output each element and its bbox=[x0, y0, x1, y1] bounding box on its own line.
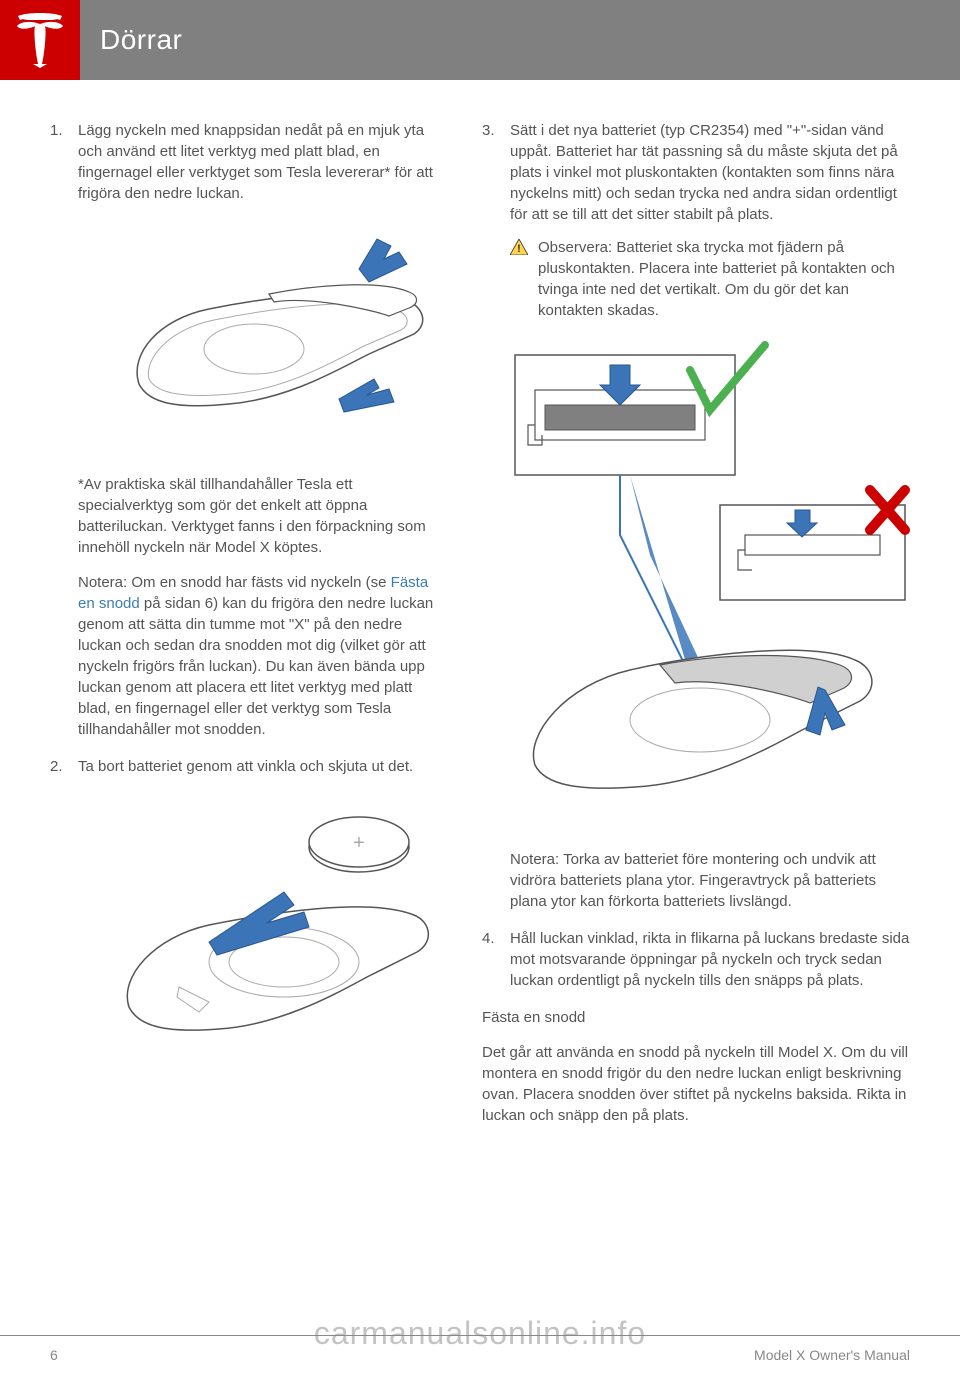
diagram-battery-remove: + bbox=[106, 797, 442, 1067]
step-1-footnote: *Av praktiska skäl tillhandahåller Tesla… bbox=[78, 474, 442, 558]
warning-icon: ! bbox=[510, 237, 538, 321]
page-title: Dörrar bbox=[100, 20, 182, 59]
note-prefix: Notera: bbox=[78, 574, 131, 591]
svg-text:!: ! bbox=[517, 243, 521, 255]
left-column: 1. Lägg nyckeln med knappsidan nedåt på … bbox=[50, 120, 442, 1126]
manual-title: Model X Owner's Manual bbox=[754, 1346, 910, 1366]
step-text: Lägg nyckeln med knappsidan nedåt på en … bbox=[78, 120, 442, 204]
diagram-key-open bbox=[106, 224, 442, 454]
step-4: 4. Håll luckan vinklad, rikta in flikarn… bbox=[482, 928, 910, 991]
step-number: 1. bbox=[50, 120, 78, 740]
note-text-after: på sidan 6) kan du frigöra den nedre luc… bbox=[78, 595, 433, 738]
note-prefix: Notera: bbox=[510, 851, 563, 868]
svg-text:+: + bbox=[353, 832, 365, 854]
lanyard-heading: Fästa en snodd bbox=[482, 1007, 910, 1028]
warning-box: ! Observera: Batteriet ska trycka mot fj… bbox=[510, 237, 910, 321]
step-text: Sätt i det nya batteriet (typ CR2354) me… bbox=[510, 120, 910, 225]
step-2: 2. Ta bort batteriet genom att vinkla oc… bbox=[50, 756, 442, 1087]
tesla-logo-block bbox=[0, 0, 80, 80]
tesla-logo-icon bbox=[15, 12, 65, 68]
step-text: Håll luckan vinklad, rikta in flikarna p… bbox=[510, 928, 910, 991]
title-block: Dörrar bbox=[80, 0, 960, 80]
warning-text-block: Observera: Batteriet ska trycka mot fjäd… bbox=[538, 237, 910, 321]
warning-prefix: Observera: bbox=[538, 239, 616, 256]
step-1-note: Notera: Om en snodd har fästs vid nyckel… bbox=[78, 572, 442, 740]
page-number: 6 bbox=[50, 1346, 58, 1366]
note-text-before: Om en snodd har fästs vid nyckeln (se bbox=[131, 574, 390, 591]
right-column: 3. Sätt i det nya batteriet (typ CR2354)… bbox=[482, 120, 910, 1126]
step-number: 3. bbox=[482, 120, 510, 912]
step-3: 3. Sätt i det nya batteriet (typ CR2354)… bbox=[482, 120, 910, 912]
page-header: Dörrar bbox=[0, 0, 960, 80]
diagram-battery-insert bbox=[510, 335, 910, 835]
note-text: Torka av batteriet före montering och un… bbox=[510, 851, 876, 910]
step-text: Ta bort batteriet genom att vinkla och s… bbox=[78, 756, 442, 777]
step-number: 2. bbox=[50, 756, 78, 1087]
step-number: 4. bbox=[482, 928, 510, 991]
step-3-note: Notera: Torka av batteriet före monterin… bbox=[510, 849, 910, 912]
step-1: 1. Lägg nyckeln med knappsidan nedåt på … bbox=[50, 120, 442, 740]
content-area: 1. Lägg nyckeln med knappsidan nedåt på … bbox=[0, 80, 960, 1126]
lanyard-text: Det går att använda en snodd på nyckeln … bbox=[482, 1042, 910, 1126]
page-footer: 6 Model X Owner's Manual bbox=[0, 1335, 960, 1366]
